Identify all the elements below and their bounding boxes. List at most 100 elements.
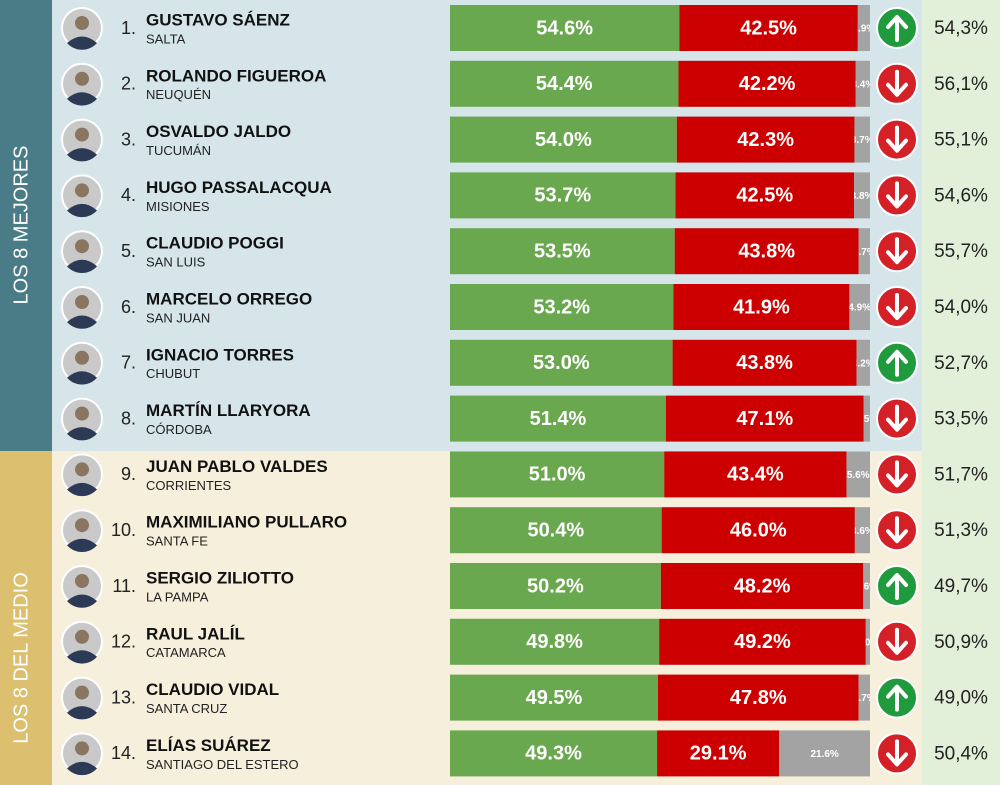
rank: 13. xyxy=(111,687,136,707)
bar-segment xyxy=(659,618,866,665)
value-label: 3.8% xyxy=(851,191,874,202)
value-label: 53.5% xyxy=(534,240,591,262)
bar-segment xyxy=(450,674,658,721)
photo-head xyxy=(75,685,89,700)
name: ROLANDO FIGUEROA xyxy=(146,66,326,85)
bar-segment xyxy=(779,730,870,777)
value-label: 54.4% xyxy=(536,73,593,95)
previous-col-bg xyxy=(922,0,1000,785)
name: GUSTAVO SÁENZ xyxy=(146,10,290,29)
photo-head xyxy=(75,741,89,756)
value-label: 3.6% xyxy=(851,526,874,537)
photo-head xyxy=(75,71,89,86)
bar-segment xyxy=(674,228,859,275)
province: SALTA xyxy=(146,31,186,46)
province: LA PAMPA xyxy=(146,589,209,604)
province: NEUQUÉN xyxy=(146,87,211,102)
bar-segment xyxy=(450,172,676,219)
value-label: 3.4% xyxy=(851,79,874,90)
value-label: 4.9% xyxy=(848,303,871,314)
group-label: LOS 8 DEL MEDIO xyxy=(10,572,32,744)
name: MARTÍN LLARYORA xyxy=(146,401,311,420)
photo-body xyxy=(67,36,97,50)
trend-arrow xyxy=(886,15,908,42)
bar-segment xyxy=(450,730,658,777)
rank: 4. xyxy=(121,185,136,205)
previous: 51,7% xyxy=(934,464,988,485)
bar-segment xyxy=(858,674,870,721)
previous: 54,6% xyxy=(934,185,988,206)
photo-head xyxy=(75,16,89,30)
bar-segment xyxy=(846,451,870,498)
bar-segment xyxy=(863,563,870,609)
trend-arrow xyxy=(886,739,908,767)
bar-segment xyxy=(450,507,662,554)
value-label: 43.4% xyxy=(727,464,784,486)
value-label: 43.8% xyxy=(738,240,795,262)
photo-head xyxy=(75,350,89,365)
value-label: 1.0% xyxy=(857,637,880,648)
value-label: 54.0% xyxy=(535,129,592,151)
rank: 12. xyxy=(111,632,136,652)
middle-bg xyxy=(52,451,922,785)
trend-arrow xyxy=(886,627,908,655)
photo-head xyxy=(75,629,89,644)
previous: 56,1% xyxy=(934,74,988,95)
rank: 14. xyxy=(111,743,136,763)
group-strip xyxy=(0,0,52,451)
bar-segment xyxy=(678,60,856,107)
trend-arrow xyxy=(886,69,908,97)
value-label: 50.2% xyxy=(527,575,584,597)
photo-head xyxy=(75,127,89,142)
photo-body xyxy=(67,427,97,441)
value-label: 49.3% xyxy=(525,743,582,765)
value-label: 3.2% xyxy=(852,358,875,369)
value-label: 1.5% xyxy=(855,414,878,425)
value-label: 43.8% xyxy=(736,352,793,374)
trend-arrow xyxy=(886,293,908,320)
rank: 5. xyxy=(121,241,136,261)
value-label: 54.6% xyxy=(536,17,593,39)
bar-segment xyxy=(854,116,870,163)
bar-segment xyxy=(450,5,680,51)
previous: 55,1% xyxy=(934,130,988,151)
previous: 51,3% xyxy=(934,520,988,541)
bar-segment xyxy=(676,116,855,163)
value-label: 53.2% xyxy=(533,296,590,318)
rank: 1. xyxy=(121,18,136,38)
trend-arrow xyxy=(886,125,908,153)
bar-segment xyxy=(854,507,870,554)
previous: 52,7% xyxy=(934,353,988,374)
trend-arrow xyxy=(886,573,908,600)
rank: 6. xyxy=(121,297,136,317)
bar-segment xyxy=(673,284,850,330)
previous: 53,5% xyxy=(934,409,988,430)
value-label: 2.9% xyxy=(853,24,876,35)
value-label: 42.5% xyxy=(736,185,793,207)
photo-body xyxy=(67,482,97,497)
photo-body xyxy=(67,706,97,720)
photo-head xyxy=(75,183,89,198)
previous: 50,9% xyxy=(934,632,988,653)
value-label: 49.8% xyxy=(526,631,583,653)
bar-segment xyxy=(450,284,674,330)
province: SANTIAGO DEL ESTERO xyxy=(146,757,299,772)
trend-arrow xyxy=(886,237,908,265)
province: CHUBUT xyxy=(146,366,200,381)
photo-head xyxy=(75,239,89,254)
value-label: 21.6% xyxy=(810,749,838,760)
bar-segment xyxy=(858,228,870,275)
bar-segment xyxy=(857,5,870,51)
province: SANTA FE xyxy=(146,534,208,549)
name: CLAUDIO VIDAL xyxy=(146,680,279,699)
bar-segment xyxy=(665,395,864,442)
value-label: 49.2% xyxy=(734,631,791,653)
province: MISIONES xyxy=(146,199,210,214)
bar-segment xyxy=(450,60,679,107)
bar-segment xyxy=(450,116,677,163)
photo-body xyxy=(67,371,97,385)
photo-head xyxy=(75,518,89,533)
bar-segment xyxy=(854,172,870,219)
bar-segment xyxy=(855,60,870,107)
